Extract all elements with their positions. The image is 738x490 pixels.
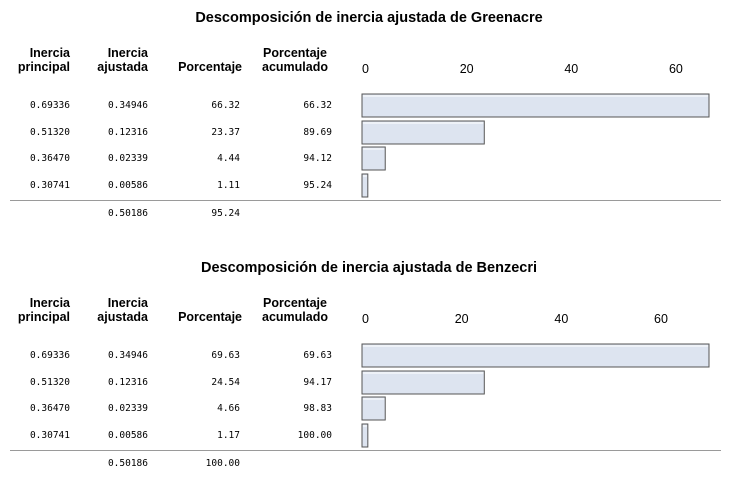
greenacre-bar-chart: 0 20 40 60 (361, 62, 710, 198)
cell-acumulado: 89.69 (303, 127, 332, 138)
x-tick-label: 40 (554, 312, 568, 326)
bar (361, 146, 386, 171)
col-header-porcentaje: Porcentaje (178, 60, 242, 74)
cell-ajustada: 0.12316 (107, 127, 148, 138)
cell-porcentaje: 24.54 (211, 377, 240, 388)
cell-acumulado: 66.32 (303, 100, 332, 111)
total-porcentaje: 100.00 (205, 458, 240, 469)
cell-principal: 0.36470 (29, 153, 70, 164)
x-tick-label: 60 (669, 62, 683, 76)
cell-porcentaje: 23.37 (211, 127, 240, 138)
cell-porcentaje: 4.44 (217, 153, 240, 164)
cell-porcentaje: 69.63 (211, 350, 240, 361)
total-divider (10, 450, 721, 451)
bar (361, 370, 485, 395)
cell-ajustada: 0.02339 (107, 403, 148, 414)
cell-principal: 0.30741 (29, 180, 70, 191)
bar (361, 343, 710, 368)
x-tick-label: 20 (460, 62, 474, 76)
total-ajustada: 0.50186 (107, 458, 148, 469)
bar (361, 423, 369, 448)
col-header-porcentaje-acumulado: Porcentaje acumulado (262, 46, 328, 74)
col-header-inercia-principal: Inercia principal (17, 296, 70, 324)
cell-ajustada: 0.12316 (107, 377, 148, 388)
x-tick-label: 20 (455, 312, 469, 326)
x-tick-label: 0 (362, 312, 369, 326)
cell-ajustada: 0.00586 (107, 180, 148, 191)
bar (361, 173, 369, 198)
cell-ajustada: 0.02339 (107, 153, 148, 164)
cell-acumulado: 100.00 (297, 430, 332, 441)
total-porcentaje: 95.24 (211, 208, 240, 219)
total-ajustada: 0.50186 (107, 208, 148, 219)
benzecri-panel: Descomposición de inercia ajustada de Be… (0, 260, 738, 490)
cell-principal: 0.36470 (29, 403, 70, 414)
cell-principal: 0.30741 (29, 430, 70, 441)
cell-porcentaje: 1.11 (217, 180, 240, 191)
col-header-inercia-principal: Inercia principal (17, 46, 70, 74)
cell-porcentaje: 4.66 (217, 403, 240, 414)
panel-title: Descomposición de inercia ajustada de Be… (200, 260, 538, 276)
total-divider (10, 200, 721, 201)
x-tick-label: 0 (362, 62, 369, 76)
col-header-inercia-ajustada: Inercia ajustada (97, 296, 148, 324)
cell-acumulado: 94.17 (303, 377, 332, 388)
x-tick-label: 60 (654, 312, 668, 326)
cell-porcentaje: 1.17 (217, 430, 240, 441)
cell-acumulado: 95.24 (303, 180, 332, 191)
cell-ajustada: 0.00586 (107, 430, 148, 441)
cell-principal: 0.51320 (29, 377, 70, 388)
cell-principal: 0.51320 (29, 127, 70, 138)
col-header-porcentaje-acumulado: Porcentaje acumulado (262, 296, 328, 324)
panel-title: Descomposición de inercia ajustada de Gr… (195, 10, 543, 26)
col-header-porcentaje: Porcentaje (178, 310, 242, 324)
cell-ajustada: 0.34946 (107, 100, 148, 111)
cell-acumulado: 69.63 (303, 350, 332, 361)
greenacre-panel: Descomposición de inercia ajustada de Gr… (0, 10, 738, 240)
cell-principal: 0.69336 (29, 350, 70, 361)
bar (361, 120, 485, 145)
col-header-inercia-ajustada: Inercia ajustada (97, 46, 148, 74)
cell-acumulado: 98.83 (303, 403, 332, 414)
cell-ajustada: 0.34946 (107, 350, 148, 361)
x-tick-label: 40 (564, 62, 578, 76)
benzecri-bar-chart: 0 20 40 60 (361, 312, 710, 448)
cell-porcentaje: 66.32 (211, 100, 240, 111)
cell-acumulado: 94.12 (303, 153, 332, 164)
cell-principal: 0.69336 (29, 100, 70, 111)
bar (361, 93, 710, 118)
bar (361, 396, 386, 421)
